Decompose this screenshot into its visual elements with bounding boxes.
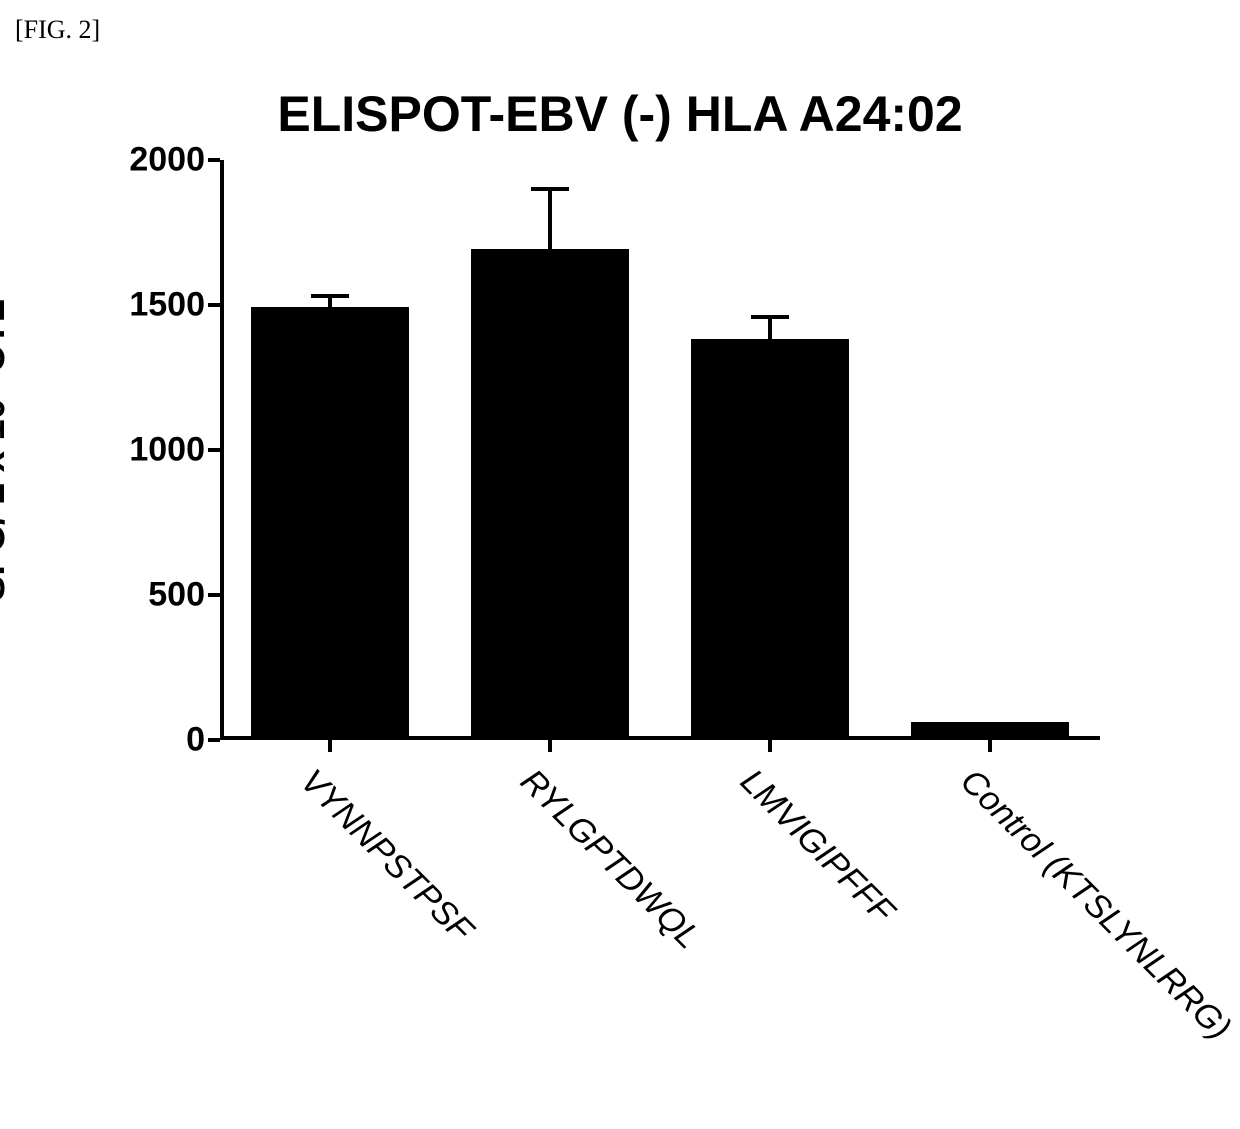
- x-tick-label: VYNNPSTPSF: [292, 762, 480, 950]
- y-tick-label: 2000: [129, 141, 205, 180]
- x-tick: [548, 740, 552, 752]
- x-tick: [328, 740, 332, 752]
- y-axis-title-suffix: CTL: [0, 299, 13, 383]
- y-tick: [208, 593, 220, 597]
- y-tick-label: 1500: [129, 286, 205, 325]
- x-tick-label: RYLGPTDWQL: [512, 762, 707, 957]
- x-axis-line: [220, 736, 1100, 740]
- figure-label: [FIG. 2]: [15, 15, 100, 45]
- chart-container: 0500100015002000 SFC/ 2 x 105 CTL VYNNPS…: [70, 160, 1170, 1110]
- y-axis-line: [220, 160, 224, 740]
- y-tick: [208, 158, 220, 162]
- y-tick-label: 500: [148, 576, 205, 615]
- y-tick-label: 1000: [129, 431, 205, 470]
- x-tick-label: Control (KTSLYNLRRG): [952, 762, 1238, 1048]
- y-axis-title: SFC/ 2 x 105 CTL: [0, 299, 14, 601]
- x-tick: [768, 740, 772, 752]
- x-tick-label: LMVIGIPFFF: [732, 762, 901, 931]
- x-tick: [988, 740, 992, 752]
- y-tick-label: 0: [186, 721, 205, 760]
- bar: [911, 722, 1069, 737]
- plot-area: 0500100015002000: [220, 160, 1100, 740]
- y-tick: [208, 448, 220, 452]
- error-bar-stem: [548, 189, 552, 253]
- error-bar-cap: [311, 294, 349, 298]
- y-axis-title-prefix: SFC/ 2 x 10: [0, 398, 13, 601]
- bar: [691, 339, 849, 736]
- y-tick: [208, 303, 220, 307]
- error-bar-stem: [328, 296, 332, 311]
- error-bar-cap: [531, 187, 569, 191]
- chart-title: ELISPOT-EBV (-) HLA A24:02: [0, 85, 1240, 143]
- bar: [251, 307, 409, 736]
- error-bar-cap: [751, 315, 789, 319]
- bar: [471, 249, 629, 736]
- error-bar-stem: [768, 317, 772, 343]
- y-tick: [208, 738, 220, 742]
